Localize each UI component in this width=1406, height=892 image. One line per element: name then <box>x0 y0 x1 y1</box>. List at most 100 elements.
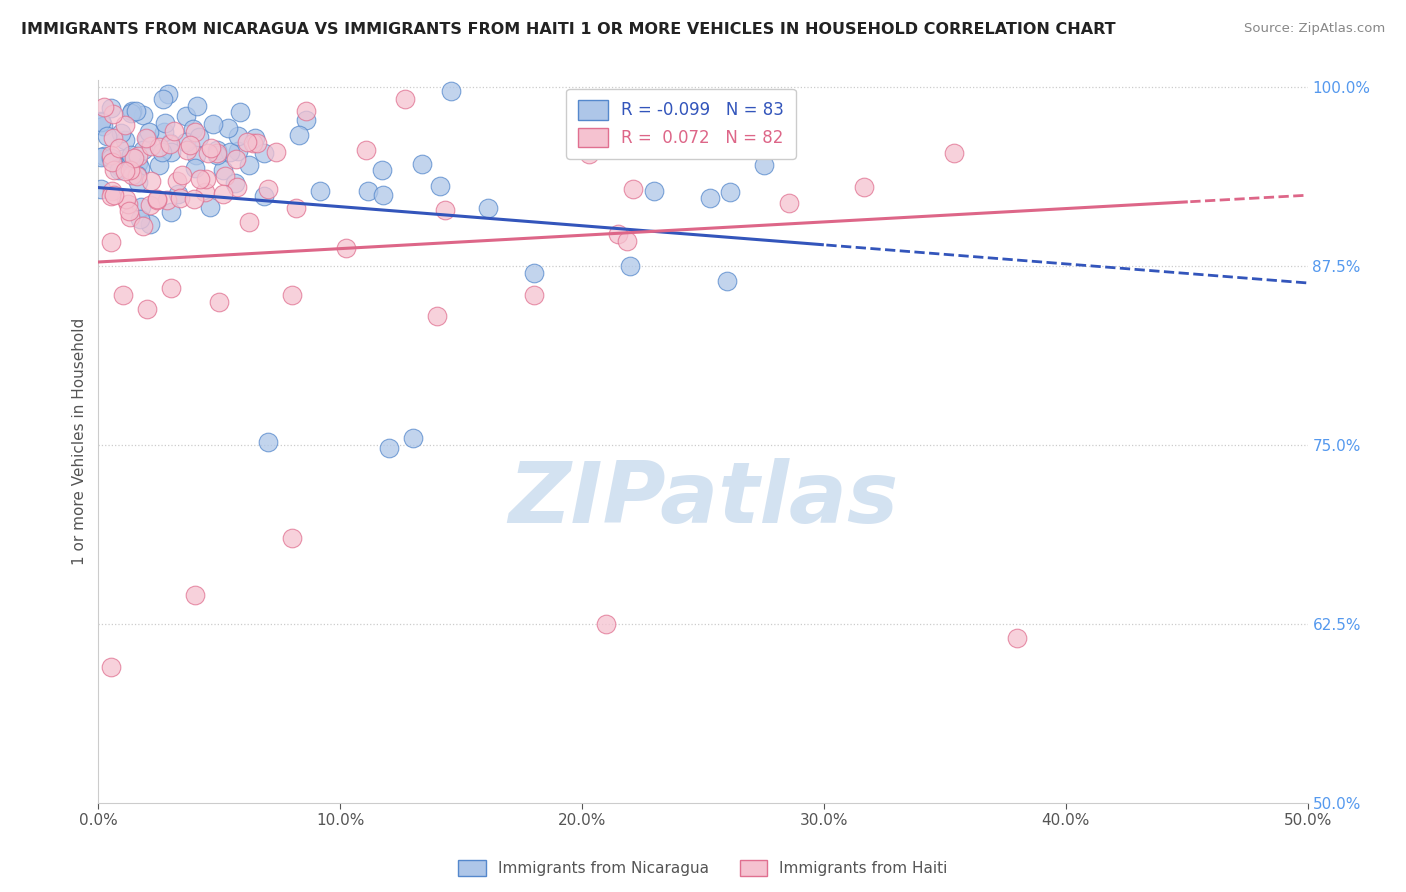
Point <box>167 187 190 202</box>
Point <box>166 174 188 188</box>
Point <box>108 141 131 155</box>
Point <box>852 180 875 194</box>
Point <box>226 145 249 159</box>
Point <box>93 149 115 163</box>
Point <box>103 163 125 178</box>
Point <box>100 184 122 198</box>
Point <box>214 169 236 183</box>
Point <box>152 92 174 106</box>
Point <box>111 152 134 166</box>
Point <box>129 211 152 226</box>
Point <box>402 431 425 445</box>
Point <box>943 146 966 161</box>
Point <box>110 126 132 140</box>
Point <box>257 182 280 196</box>
Point <box>100 151 122 165</box>
Point <box>132 143 155 157</box>
Point <box>181 121 204 136</box>
Point <box>217 120 239 135</box>
Point <box>108 163 131 178</box>
Point <box>125 168 148 182</box>
Y-axis label: 1 or more Vehicles in Household: 1 or more Vehicles in Household <box>72 318 87 566</box>
Point <box>426 310 449 324</box>
Point <box>616 234 638 248</box>
Point <box>207 148 229 162</box>
Point <box>176 143 198 157</box>
Point <box>100 189 122 203</box>
Point <box>90 114 112 128</box>
Point <box>643 184 665 198</box>
Point <box>127 169 149 183</box>
Point <box>371 162 394 177</box>
Point <box>733 140 755 154</box>
Point <box>294 104 316 119</box>
Point <box>619 260 641 274</box>
Point <box>136 132 159 146</box>
Point <box>176 135 198 149</box>
Point <box>253 189 276 203</box>
Point <box>219 145 242 160</box>
Point <box>132 219 155 233</box>
Point <box>211 163 233 178</box>
Point <box>100 235 122 250</box>
Point <box>159 136 181 150</box>
Point <box>243 131 266 145</box>
Point <box>224 176 246 190</box>
Point <box>226 129 249 144</box>
Point <box>90 182 112 196</box>
Point <box>377 441 399 455</box>
Point <box>120 105 142 120</box>
Point <box>242 136 264 151</box>
Point <box>100 101 122 115</box>
Point <box>287 128 309 142</box>
Legend: Immigrants from Nicaragua, Immigrants from Haiti: Immigrants from Nicaragua, Immigrants fr… <box>453 854 953 882</box>
Point <box>138 197 160 211</box>
Point <box>150 145 173 159</box>
Point <box>229 104 252 119</box>
Text: IMMIGRANTS FROM NICARAGUA VS IMMIGRANTS FROM HAITI 1 OR MORE VEHICLES IN HOUSEHO: IMMIGRANTS FROM NICARAGUA VS IMMIGRANTS … <box>21 22 1116 37</box>
Point <box>148 140 170 154</box>
Point <box>90 150 112 164</box>
Point <box>208 295 231 310</box>
Point <box>195 172 218 186</box>
Point <box>100 147 122 161</box>
Point <box>120 147 142 161</box>
Point <box>148 158 170 172</box>
Point <box>121 168 143 182</box>
Point <box>523 288 546 302</box>
Point <box>159 136 181 151</box>
Point <box>135 302 157 317</box>
Point <box>163 124 186 138</box>
Point <box>699 191 721 205</box>
Point <box>718 185 741 199</box>
Point <box>114 133 136 147</box>
Point <box>155 116 177 130</box>
Point <box>184 148 207 162</box>
Point <box>295 112 318 127</box>
Point <box>146 192 169 206</box>
Point <box>197 145 219 160</box>
Point <box>200 141 222 155</box>
Point <box>169 191 191 205</box>
Point <box>357 184 380 198</box>
Point <box>179 138 201 153</box>
Point <box>187 130 209 145</box>
Point <box>96 129 118 144</box>
Point <box>127 155 149 169</box>
Point <box>159 204 181 219</box>
Point <box>184 161 207 175</box>
Point <box>238 158 260 172</box>
Point <box>129 161 152 176</box>
Point <box>91 119 114 133</box>
Point <box>281 531 304 545</box>
Point <box>281 288 304 302</box>
Point <box>578 147 600 161</box>
Point <box>429 179 451 194</box>
Point <box>146 193 169 207</box>
Point <box>188 171 211 186</box>
Point <box>103 188 125 202</box>
Point <box>174 109 197 123</box>
Point <box>114 192 136 206</box>
Point <box>120 152 142 166</box>
Point <box>160 145 183 160</box>
